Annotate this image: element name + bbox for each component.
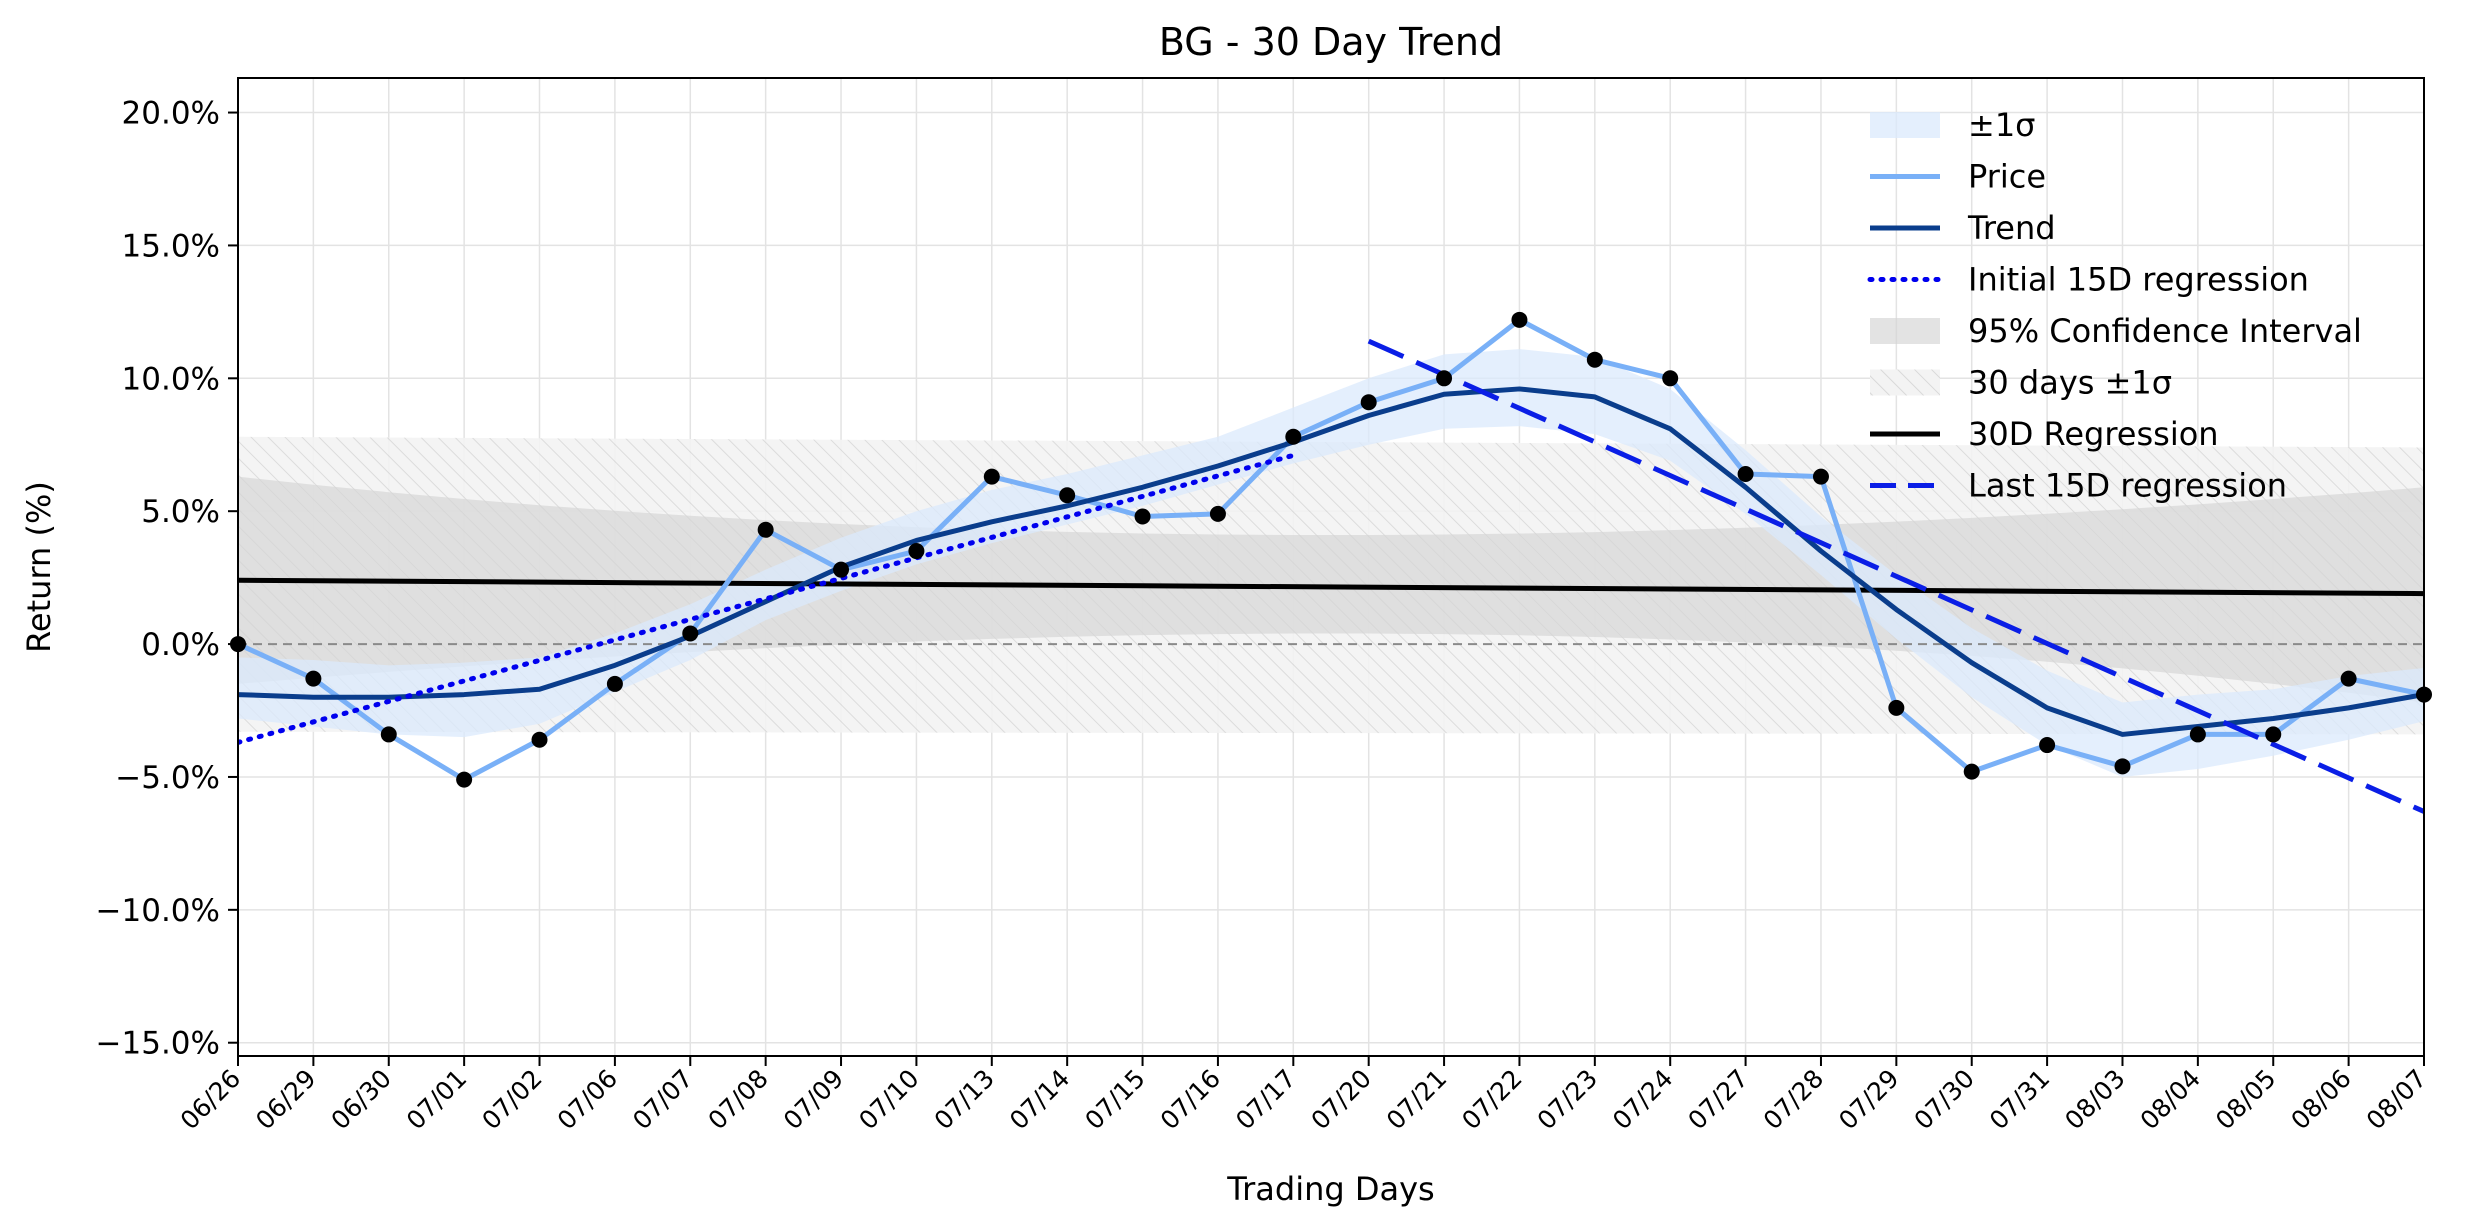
price-point xyxy=(1888,699,1905,716)
last-15d-regression-line xyxy=(1367,338,2424,814)
legend-label: 30 days ±1σ xyxy=(1968,364,2172,402)
trend-line xyxy=(238,386,2424,737)
legend-label: ±1σ xyxy=(1968,106,2035,144)
initial-15d-regression-line xyxy=(238,452,1296,745)
price-point xyxy=(1812,468,1829,485)
price-point xyxy=(908,543,925,560)
price-point xyxy=(1511,311,1528,328)
y-tick-label: 15.0% xyxy=(122,228,220,264)
chart-title: BG - 30 Day Trend xyxy=(1159,20,1503,64)
price-point xyxy=(380,726,397,743)
price-point xyxy=(531,731,548,748)
legend: ±1σ Price Trend Initial 15D regression 95% C… xyxy=(1867,106,2362,505)
price-point xyxy=(1059,487,1076,504)
price-point xyxy=(757,521,774,538)
y-tick-label: −10.0% xyxy=(96,893,220,929)
legend-swatch xyxy=(1870,112,1940,138)
y-tick-label: 20.0% xyxy=(122,96,220,132)
legend-label: 30D Regression xyxy=(1968,415,2219,453)
legend-swatch xyxy=(1870,369,1940,396)
y-tick-label: 0.0% xyxy=(141,627,220,663)
price-point xyxy=(1209,505,1226,522)
price-point xyxy=(1586,351,1603,368)
price-point xyxy=(456,771,473,788)
price-point xyxy=(2265,726,2282,743)
series-lines xyxy=(238,317,2424,814)
price-point xyxy=(1662,370,1679,387)
price-point xyxy=(983,468,1000,485)
y-tick-label: 10.0% xyxy=(122,361,220,397)
price-point xyxy=(1436,370,1453,387)
price-point xyxy=(1360,394,1377,411)
price-point xyxy=(1963,763,1980,780)
plot-frame xyxy=(237,77,2425,1057)
legend-label: Initial 15D regression xyxy=(1968,261,2309,299)
legend-label: 95% Confidence Interval xyxy=(1968,312,2362,350)
legend-label: Last 15D regression xyxy=(1968,467,2287,505)
price-point xyxy=(606,675,623,692)
y-axis-label: Return (%) xyxy=(20,481,58,653)
price-point xyxy=(2039,737,2056,754)
price-point xyxy=(2340,670,2357,687)
price-point xyxy=(305,670,322,687)
legend-label: Trend xyxy=(1967,209,2056,247)
x-axis-label: Trading Days xyxy=(1226,1170,1434,1208)
regression-30d-line xyxy=(238,577,2424,597)
price-point xyxy=(1285,428,1302,445)
price-point xyxy=(833,561,850,578)
price-point xyxy=(1737,465,1754,482)
price-point xyxy=(1134,508,1151,525)
price-line xyxy=(238,317,2424,783)
price-point xyxy=(682,625,699,642)
legend-label: Price xyxy=(1968,158,2046,196)
price-point xyxy=(2114,758,2131,775)
price-point xyxy=(2189,726,2206,743)
y-tick-label: 5.0% xyxy=(141,494,220,530)
legend-swatch xyxy=(1870,318,1940,344)
y-tick-label: −15.0% xyxy=(96,1026,220,1062)
y-tick-label: −5.0% xyxy=(115,760,220,796)
